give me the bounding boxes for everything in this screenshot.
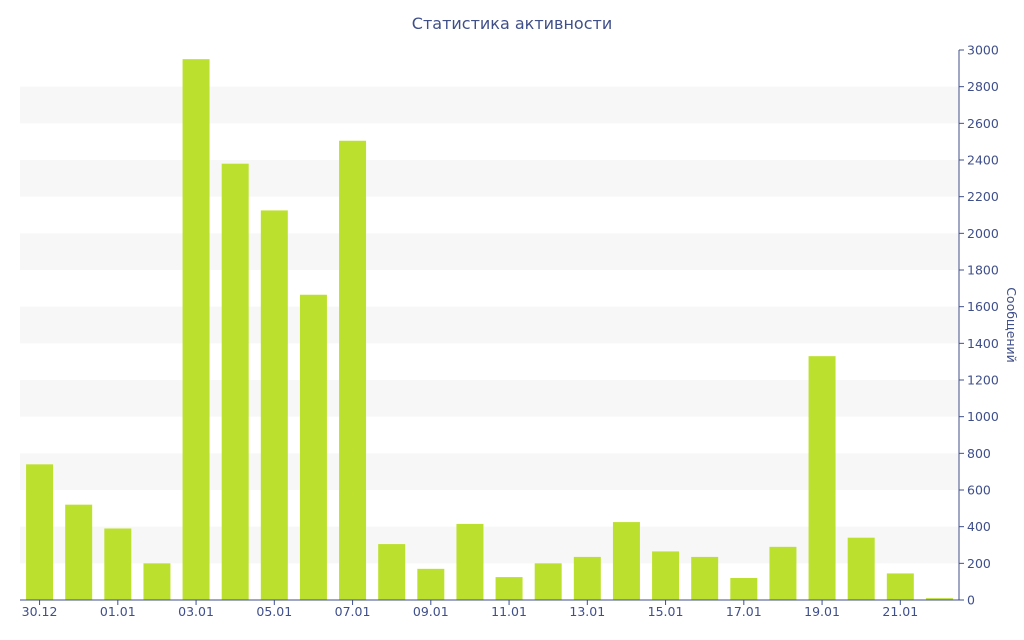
y-tick-label: 1600 bbox=[967, 299, 999, 314]
bar-05.01 bbox=[260, 210, 288, 600]
y-tick-label: 2000 bbox=[967, 226, 999, 241]
chart-title: Статистика активности bbox=[411, 14, 613, 33]
bar-20.01 bbox=[847, 537, 875, 600]
grid-band bbox=[20, 86, 959, 124]
y-axis-label: Сообщений bbox=[1004, 287, 1019, 363]
bar-17.01 bbox=[730, 578, 758, 600]
y-tick-label: 800 bbox=[967, 446, 991, 461]
bar-19.01 bbox=[808, 356, 836, 600]
grid-band bbox=[20, 380, 959, 417]
y-tick-label: 1200 bbox=[967, 373, 999, 388]
bar-12.01 bbox=[534, 563, 562, 600]
y-tick-label: 200 bbox=[967, 556, 991, 571]
x-tick-label: 15.01 bbox=[648, 604, 684, 619]
x-tick-label: 07.01 bbox=[335, 604, 371, 619]
y-tick-label: 2400 bbox=[967, 153, 999, 168]
x-tick-label: 17.01 bbox=[726, 604, 762, 619]
bar-31.12 bbox=[65, 504, 93, 600]
bar-10.01 bbox=[456, 523, 484, 600]
y-tick-label: 2200 bbox=[967, 189, 999, 204]
bar-03.01 bbox=[182, 59, 210, 600]
bar-01.01 bbox=[104, 528, 132, 600]
y-tick-label: 1800 bbox=[967, 263, 999, 278]
x-tick-label: 01.01 bbox=[100, 604, 136, 619]
y-axis: 0 200 400 600 800 1000 1200 1400 1600 1800 2000 220… bbox=[958, 43, 999, 608]
grid-band bbox=[20, 160, 959, 197]
x-tick-label: 30.12 bbox=[22, 604, 58, 619]
y-tick-label: 2800 bbox=[967, 79, 999, 94]
bar-09.01 bbox=[417, 568, 445, 600]
bar-04.01 bbox=[221, 163, 249, 600]
x-tick-label: 21.01 bbox=[882, 604, 918, 619]
grid-band bbox=[20, 306, 959, 344]
x-tick-label: 19.01 bbox=[804, 604, 840, 619]
x-axis: 30.12 01.01 03.01 05.01 07.01 09.01 11.01 13.01… bbox=[20, 599, 959, 619]
bar-18.01 bbox=[769, 546, 797, 600]
x-tick-label: 09.01 bbox=[413, 604, 449, 619]
bar-13.01 bbox=[573, 556, 601, 600]
bar-08.01 bbox=[378, 544, 406, 600]
x-tick-label: 13.01 bbox=[569, 604, 605, 619]
bar-21.01 bbox=[886, 573, 914, 600]
x-tick-label: 03.01 bbox=[178, 604, 214, 619]
y-tick-label: 0 bbox=[967, 593, 975, 608]
bar-30.12 bbox=[26, 464, 54, 600]
bar-07.01 bbox=[339, 140, 367, 600]
x-tick-label: 11.01 bbox=[491, 604, 527, 619]
y-tick-label: 1000 bbox=[967, 409, 999, 424]
y-tick-label: 1400 bbox=[967, 336, 999, 351]
bar-06.01 bbox=[299, 294, 327, 600]
grid-band bbox=[20, 526, 959, 564]
y-tick-label: 400 bbox=[967, 519, 991, 534]
bar-22.01 bbox=[925, 598, 953, 600]
y-tick-label: 600 bbox=[967, 483, 991, 498]
bar-16.01 bbox=[691, 556, 719, 600]
bar-14.01 bbox=[612, 522, 640, 600]
grid-bands bbox=[20, 86, 959, 564]
bars bbox=[26, 59, 953, 600]
bar-11.01 bbox=[495, 577, 523, 600]
grid-band bbox=[20, 233, 959, 270]
y-tick-label: 2600 bbox=[967, 116, 999, 131]
x-tick-label: 05.01 bbox=[256, 604, 292, 619]
grid-band bbox=[20, 453, 959, 490]
bar-02.01 bbox=[143, 563, 171, 600]
bar-15.01 bbox=[652, 551, 680, 600]
y-tick-label: 3000 bbox=[967, 43, 999, 58]
